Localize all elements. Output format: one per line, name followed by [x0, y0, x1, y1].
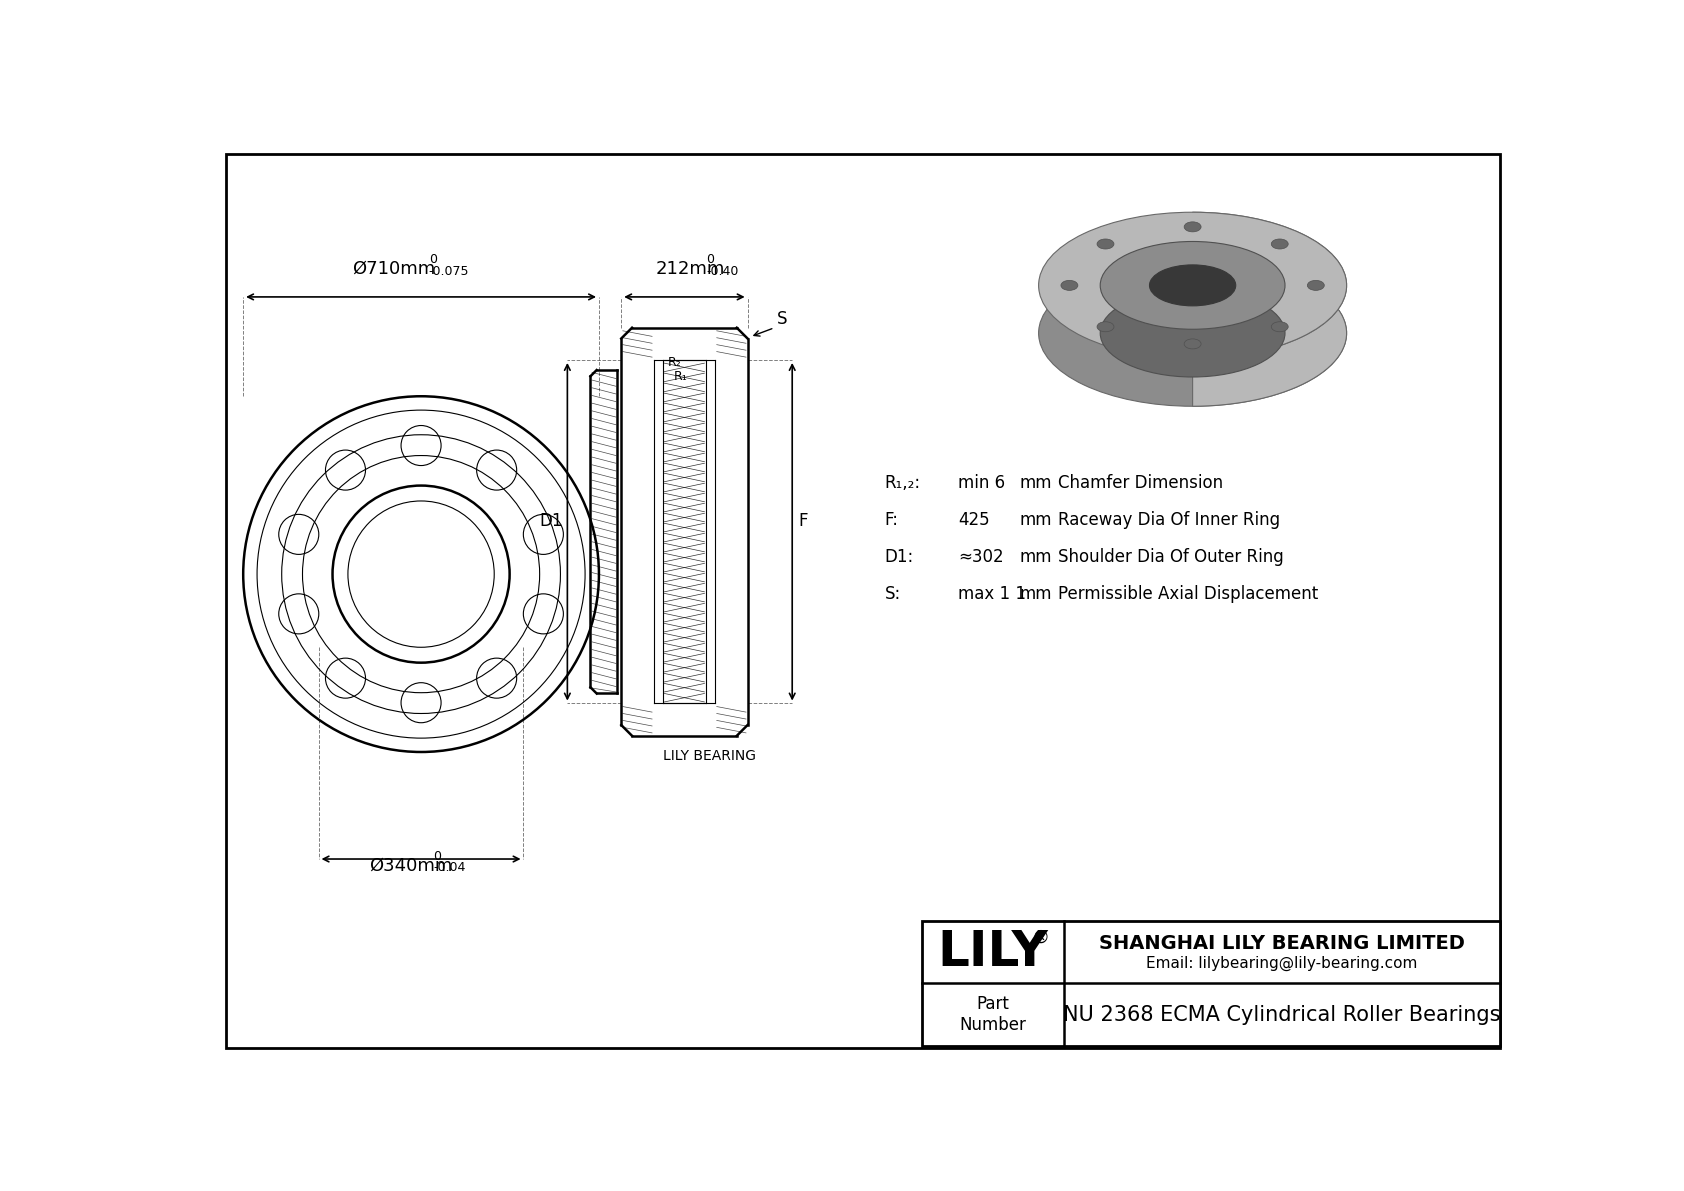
- Ellipse shape: [1150, 264, 1236, 306]
- Ellipse shape: [1039, 212, 1347, 358]
- Text: Part
Number: Part Number: [960, 996, 1026, 1034]
- Text: R₂: R₂: [667, 356, 682, 369]
- Text: 0: 0: [429, 252, 436, 266]
- Ellipse shape: [1271, 239, 1288, 249]
- Ellipse shape: [1096, 322, 1113, 332]
- Text: S: S: [776, 310, 788, 328]
- Text: D1: D1: [539, 512, 562, 530]
- Text: Chamfer Dimension: Chamfer Dimension: [1058, 474, 1223, 492]
- Text: R₁,₂:: R₁,₂:: [884, 474, 921, 492]
- Text: Ø340mm: Ø340mm: [369, 856, 451, 874]
- Text: F:: F:: [884, 511, 899, 529]
- Text: LILY: LILY: [938, 928, 1047, 975]
- Text: -0.04: -0.04: [433, 861, 466, 873]
- Text: ®: ®: [1032, 929, 1049, 947]
- Text: max 1 1: max 1 1: [958, 585, 1026, 603]
- Bar: [921, 921, 1500, 1046]
- Text: mm: mm: [1019, 585, 1052, 603]
- Ellipse shape: [1271, 322, 1288, 332]
- Text: 425: 425: [958, 511, 990, 529]
- Text: ≈302: ≈302: [958, 548, 1004, 566]
- Text: R₁: R₁: [674, 370, 687, 384]
- Text: Ø710mm: Ø710mm: [352, 260, 434, 278]
- Text: D1:: D1:: [884, 548, 914, 566]
- Ellipse shape: [1061, 280, 1078, 291]
- Text: -0.075: -0.075: [429, 266, 470, 279]
- Text: 0: 0: [433, 850, 441, 862]
- Text: LILY BEARING: LILY BEARING: [663, 749, 756, 763]
- Text: S:: S:: [884, 585, 901, 603]
- Text: Raceway Dia Of Inner Ring: Raceway Dia Of Inner Ring: [1058, 511, 1280, 529]
- Ellipse shape: [1184, 222, 1201, 232]
- Ellipse shape: [1039, 260, 1347, 406]
- Ellipse shape: [1100, 289, 1285, 378]
- Text: 212mm: 212mm: [655, 260, 724, 278]
- Text: SHANGHAI LILY BEARING LIMITED: SHANGHAI LILY BEARING LIMITED: [1100, 934, 1465, 953]
- Ellipse shape: [1096, 239, 1113, 249]
- Text: F: F: [798, 512, 808, 530]
- Ellipse shape: [1184, 339, 1201, 349]
- Text: -0.40: -0.40: [706, 266, 738, 279]
- Polygon shape: [1192, 212, 1347, 406]
- Text: 0: 0: [706, 252, 714, 266]
- Text: NU 2368 ECMA Cylindrical Roller Bearings: NU 2368 ECMA Cylindrical Roller Bearings: [1063, 1005, 1500, 1024]
- Text: Shoulder Dia Of Outer Ring: Shoulder Dia Of Outer Ring: [1058, 548, 1283, 566]
- Ellipse shape: [1100, 242, 1285, 329]
- Text: mm: mm: [1019, 548, 1052, 566]
- Text: mm: mm: [1019, 474, 1052, 492]
- Text: Permissible Axial Displacement: Permissible Axial Displacement: [1058, 585, 1319, 603]
- Text: Email: lilybearing@lily-bearing.com: Email: lilybearing@lily-bearing.com: [1147, 955, 1418, 971]
- Ellipse shape: [1307, 280, 1324, 291]
- Text: mm: mm: [1019, 511, 1052, 529]
- Text: min 6: min 6: [958, 474, 1005, 492]
